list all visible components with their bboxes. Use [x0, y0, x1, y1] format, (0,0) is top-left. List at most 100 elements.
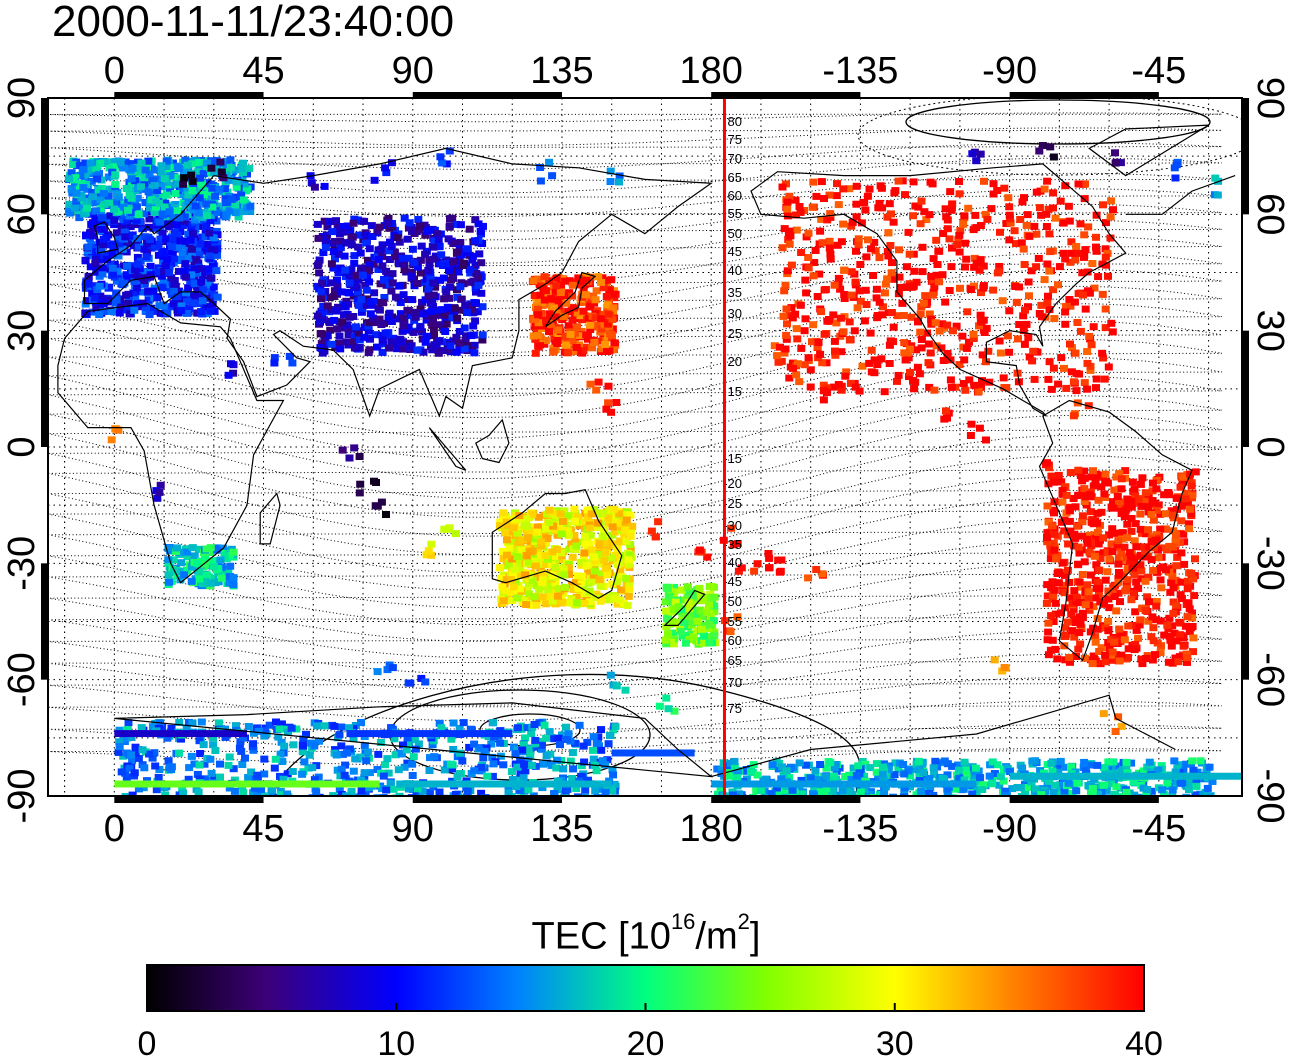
tec-cell	[895, 273, 904, 281]
tec-cell	[1123, 576, 1132, 584]
tec-cell	[124, 206, 132, 214]
tec-cell	[594, 273, 603, 281]
tec-cell	[199, 286, 208, 294]
tec-cell	[174, 180, 183, 188]
tec-cell	[521, 521, 530, 529]
tec-cell	[1083, 348, 1092, 355]
tec-cell	[329, 792, 338, 796]
tec-cell	[405, 219, 414, 227]
tec-cell	[148, 754, 157, 762]
tec-cell	[150, 209, 159, 216]
tec-cell	[414, 226, 423, 234]
tec-cell	[811, 772, 820, 779]
tec-cell	[502, 576, 511, 584]
tec-cell	[1085, 606, 1094, 614]
tec-cell	[873, 361, 882, 369]
tec-cell	[604, 596, 613, 604]
tec-cell	[153, 187, 162, 194]
tec-cell	[784, 236, 793, 243]
tec-cell	[187, 752, 196, 760]
tec-cell	[1144, 617, 1153, 625]
tec-cell	[122, 734, 131, 742]
tec-cell	[378, 785, 386, 793]
tec-cell	[930, 283, 939, 291]
tec-cell	[995, 781, 1004, 789]
tec-cell	[935, 327, 944, 335]
tec-cell	[976, 222, 985, 229]
tec-cell	[568, 553, 577, 561]
tec-cell	[518, 536, 527, 544]
tec-cell	[604, 310, 613, 318]
tec-cell	[260, 770, 269, 778]
tec-cell	[505, 544, 514, 552]
tec-cell	[964, 204, 973, 212]
tec-cell	[533, 305, 542, 313]
tec-cell	[577, 772, 586, 780]
tec-cell	[196, 222, 205, 230]
tec-cell	[387, 287, 396, 295]
tec-cell	[537, 741, 546, 749]
tec-cell	[115, 738, 124, 746]
tec-cell	[570, 585, 579, 592]
tec-cell	[229, 548, 238, 556]
tec-cell	[173, 544, 181, 552]
tec-cell	[531, 551, 540, 559]
magnetic-contour	[48, 540, 1222, 626]
tec-cell	[962, 255, 971, 263]
tec-cell	[368, 233, 377, 240]
tec-cell	[173, 163, 182, 171]
tec-cell	[225, 753, 234, 761]
tec-cell	[839, 328, 848, 336]
tec-cell	[432, 341, 441, 349]
tec-cell	[471, 237, 479, 245]
tec-cell	[1097, 644, 1106, 652]
tec-cell	[1061, 255, 1070, 263]
tec-cell	[545, 328, 553, 336]
tec-cell	[931, 319, 940, 327]
tec-cell	[356, 753, 365, 761]
tec-cell	[792, 226, 801, 234]
tec-cell	[1131, 608, 1140, 616]
tec-cell	[1044, 651, 1053, 659]
tec-cell	[556, 741, 564, 749]
tec-cell	[689, 596, 698, 604]
tec-cell	[1133, 497, 1142, 505]
tec-cell	[196, 174, 205, 182]
tec-cell	[341, 266, 350, 274]
tec-cell	[608, 787, 617, 795]
tec-cell	[408, 296, 417, 304]
tec-cell	[962, 344, 971, 352]
tec-cell	[444, 235, 453, 243]
tec-cell	[1116, 598, 1124, 606]
tec-cell	[885, 200, 894, 208]
tec-cell	[1092, 211, 1101, 219]
tec-cell	[684, 598, 693, 606]
tec-cell	[1177, 595, 1186, 602]
tec-cell	[366, 298, 375, 306]
tec-cell	[1070, 587, 1079, 595]
tec-cell	[622, 537, 631, 545]
tec-cell	[577, 578, 586, 586]
tec-cell	[182, 566, 191, 574]
tec-cell	[202, 303, 211, 311]
tec-cell	[622, 516, 631, 524]
tec-cell	[1183, 577, 1192, 585]
tec-cell	[1074, 466, 1083, 474]
tec-cell	[1043, 534, 1051, 541]
tec-cell	[298, 770, 307, 778]
tec-cell	[566, 331, 575, 338]
tec-cell	[597, 726, 605, 734]
tec-cell	[557, 757, 566, 764]
tec-cell	[134, 243, 143, 251]
tec-cell	[662, 640, 671, 648]
tec-cell	[943, 225, 952, 233]
tec-cell	[836, 285, 845, 293]
tec-cell	[780, 287, 789, 295]
tec-cell	[496, 564, 504, 572]
tec-cell	[839, 185, 848, 193]
tec-cell	[337, 742, 346, 750]
tec-cell	[347, 788, 356, 795]
tec-cell	[1169, 527, 1178, 535]
tec-cell	[190, 760, 199, 768]
tec-cell	[79, 166, 88, 174]
